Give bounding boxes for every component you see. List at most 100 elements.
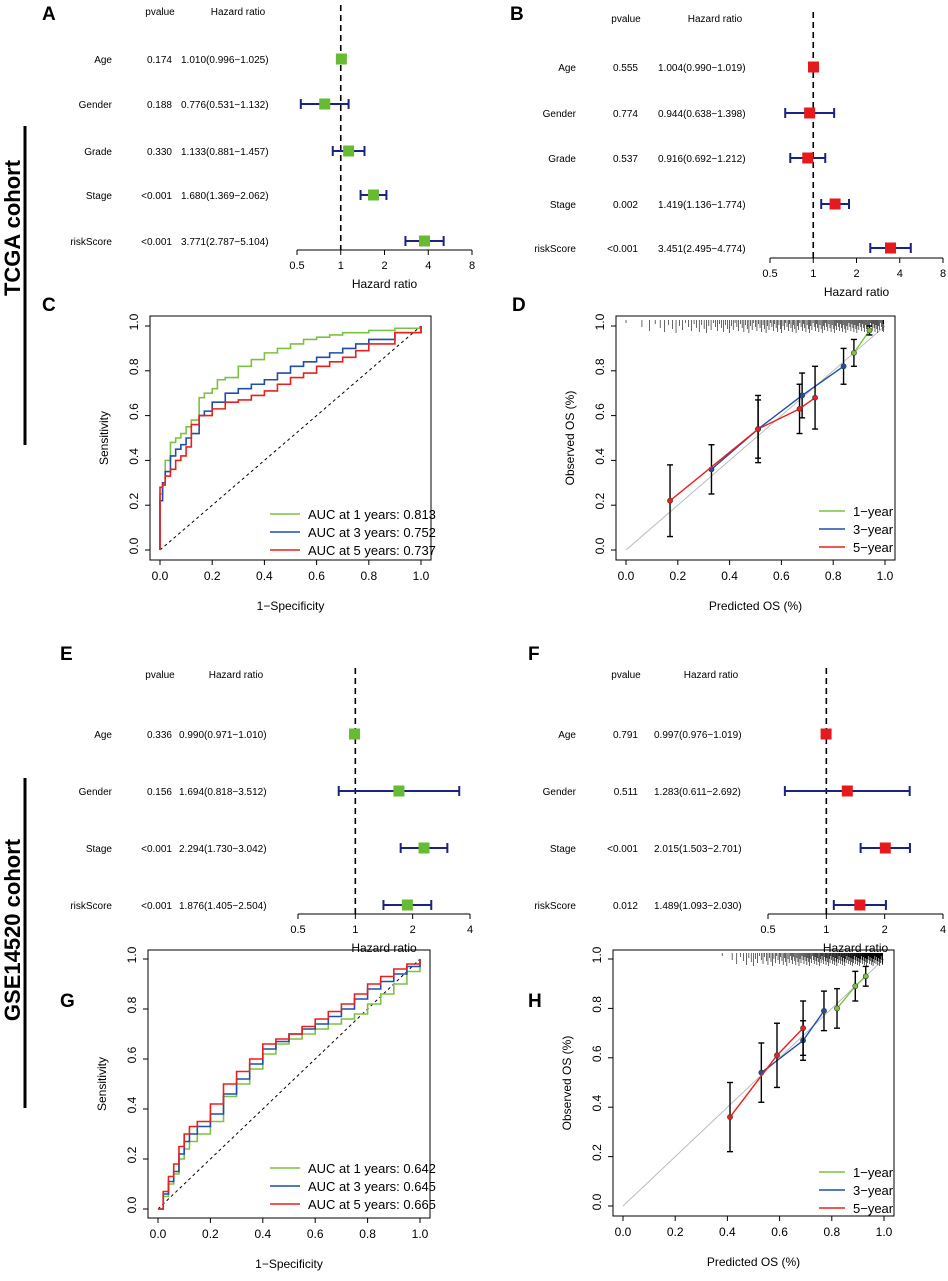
panel-label-C: C [42, 295, 56, 316]
row-label: riskScore [534, 901, 576, 912]
plot-frame [612, 949, 895, 1217]
x-axis-label: Hazard ratio [351, 941, 417, 955]
x-tick-label: 0.4 [721, 569, 738, 583]
calibration-plot-D: 0.0 0.0 0.2 0.2 0.4 0.4 0.6 0.6 0.8 0.8 1.0 1.0 Pred… [563, 313, 896, 613]
row-pvalue: <0.001 [607, 244, 638, 255]
calibration-point [821, 1007, 827, 1014]
prediction-rug [625, 320, 885, 333]
row-hazard-text: 1.010(0.996−1.025) [181, 55, 269, 66]
x-tick-label: 1.0 [412, 1227, 429, 1241]
x-tick-label: 2 [853, 268, 859, 280]
calibration-line [836, 975, 867, 1009]
calibration-point [796, 405, 803, 412]
hazard-point [802, 152, 814, 164]
y-tick-label: 0.8 [127, 358, 141, 375]
row-pvalue: 0.002 [613, 200, 638, 211]
row-hazard-text: 3.771(2.787−5.104) [181, 237, 269, 248]
row-label: Age [94, 55, 112, 66]
y-tick-label: 1.0 [590, 946, 604, 963]
y-tick-label: 0.6 [125, 1046, 139, 1063]
legend-label: AUC at 5 years: 0.665 [308, 1197, 436, 1212]
x-tick-label: 0.6 [773, 569, 790, 583]
legend-label: 1−year [853, 504, 894, 519]
calibration-point [862, 973, 869, 980]
calibration-point [667, 497, 673, 504]
row-pvalue: 0.336 [147, 730, 172, 741]
hazard-point [879, 842, 891, 854]
row-label: Stage [86, 191, 113, 202]
x-tick-label: 0.8 [359, 1227, 376, 1241]
x-tick-label: 1.0 [876, 1225, 893, 1239]
legend-label: AUC at 5 years: 0.737 [308, 543, 436, 558]
hazard-point [807, 61, 819, 73]
row-hazard-text: 0.997(0.976−1.019) [654, 730, 742, 741]
pvalue-header: pvalue [611, 14, 641, 25]
hazard-point [393, 785, 405, 797]
x-tick-label: 1 [338, 260, 344, 272]
row-hazard-text: 2.294(1.730−3.042) [179, 844, 267, 855]
y-tick-label: 0.0 [590, 1193, 604, 1210]
x-tick-label: 1.0 [413, 569, 430, 583]
x-tick-label: 0.6 [771, 1225, 788, 1239]
panel-label-F: F [528, 644, 540, 665]
y-tick-label: 0.6 [590, 1045, 604, 1062]
roc-plot-C: 0.0 0.0 0.2 0.2 0.4 0.4 0.6 0.6 0.8 0.8 1.0 1.0 1−Sp… [97, 313, 436, 613]
hazard-point [829, 198, 841, 210]
calibration-line [711, 365, 844, 470]
legend-label: 5−year [853, 540, 894, 555]
row-label: Gender [79, 100, 113, 111]
x-tick-label: 0.4 [256, 569, 273, 583]
y-tick-label: 0.2 [125, 1146, 139, 1163]
legend-label: AUC at 3 years: 0.645 [308, 1179, 436, 1194]
ideal-line [625, 325, 886, 551]
plot-frame [147, 949, 431, 1219]
row-label: Grade [548, 154, 576, 165]
calibration-point [755, 426, 761, 432]
y-tick-label: 0.0 [125, 1196, 139, 1213]
x-tick-label: 8 [940, 268, 946, 280]
row-pvalue: 0.174 [147, 55, 172, 66]
x-tick-label: 0.0 [152, 569, 169, 583]
y-axis-label: Sensitivity [95, 1057, 109, 1111]
x-tick-label: 0.2 [669, 569, 686, 583]
row-hazard-text: 2.015(1.503−2.701) [654, 844, 742, 855]
calibration-point [840, 363, 847, 370]
x-tick-label: 4 [940, 924, 946, 936]
x-tick-label: 2 [882, 924, 888, 936]
row-label: riskScore [70, 237, 112, 248]
calibration-point [851, 349, 857, 356]
x-tick-label: 1.0 [877, 569, 894, 583]
x-axis-label: Predicted OS (%) [709, 599, 802, 613]
panel-label-E: E [60, 644, 73, 665]
row-hazard-text: 1.876(1.405−2.504) [179, 901, 267, 912]
x-axis-label: Hazard ratio [824, 285, 890, 299]
calibration-line [729, 1027, 804, 1118]
x-axis-label: 1−Specificity [257, 599, 325, 613]
hazard-point [820, 728, 832, 740]
legend-label: AUC at 1 years: 0.642 [308, 1161, 436, 1176]
y-tick-label: 0.2 [127, 493, 141, 510]
row-hazard-text: 0.944(0.638−1.398) [658, 109, 746, 120]
x-tick-label: 0.6 [307, 1227, 324, 1241]
hazard-point [349, 728, 361, 740]
x-tick-label: 0.2 [667, 1225, 684, 1239]
row-pvalue: <0.001 [141, 191, 172, 202]
calibration-point [800, 1025, 806, 1032]
x-tick-label: 0.8 [360, 569, 377, 583]
row-pvalue: 0.555 [613, 63, 638, 74]
calibration-point [852, 983, 859, 990]
x-tick-label: 0.8 [825, 569, 842, 583]
panel-label-D: D [512, 295, 526, 316]
calibration-line [669, 397, 816, 502]
y-tick-label: 1.0 [125, 946, 139, 963]
row-pvalue: 0.791 [613, 730, 638, 741]
legend-label: 3−year [853, 522, 894, 537]
y-tick-label: 0.4 [590, 1095, 604, 1112]
y-tick-label: 0.8 [593, 358, 607, 375]
row-label: Age [558, 730, 576, 741]
calibration-point [834, 1005, 840, 1012]
hazard-point [319, 98, 331, 110]
forest-plot-E: pvalue Hazard ratio Age 0.336 0.990(0.971−1.… [70, 668, 473, 955]
y-tick-label: 0.4 [593, 448, 607, 465]
